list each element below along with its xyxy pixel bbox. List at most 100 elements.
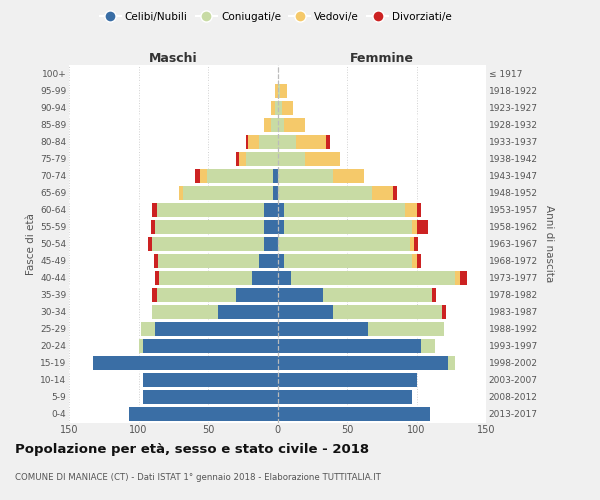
Bar: [143, 339, 277, 353]
Bar: [263, 237, 277, 250]
Bar: [277, 288, 323, 302]
Bar: [277, 390, 412, 404]
Bar: [155, 220, 263, 234]
Bar: [323, 288, 432, 302]
Bar: [274, 186, 277, 200]
Bar: [277, 356, 448, 370]
Bar: [259, 134, 277, 148]
Bar: [277, 202, 284, 216]
Bar: [236, 152, 239, 166]
Bar: [275, 100, 277, 114]
Bar: [421, 339, 434, 353]
Bar: [183, 186, 274, 200]
Bar: [280, 84, 287, 98]
Bar: [284, 254, 412, 268]
Text: Popolazione per età, sesso e stato civile - 2018: Popolazione per età, sesso e stato civil…: [15, 442, 369, 456]
Bar: [296, 134, 326, 148]
Bar: [414, 237, 418, 250]
Bar: [448, 356, 455, 370]
Bar: [152, 237, 263, 250]
Bar: [284, 202, 406, 216]
Bar: [259, 254, 277, 268]
Bar: [271, 100, 275, 114]
Bar: [277, 84, 280, 98]
Bar: [157, 202, 263, 216]
Bar: [155, 271, 160, 285]
Bar: [236, 288, 277, 302]
Text: COMUNE DI MANIACE (CT) - Dati ISTAT 1° gennaio 2018 - Elaborazione TUTTITALIA.IT: COMUNE DI MANIACE (CT) - Dati ISTAT 1° g…: [15, 472, 381, 482]
Bar: [277, 322, 368, 336]
Text: Maschi: Maschi: [149, 52, 197, 65]
Bar: [277, 271, 292, 285]
Bar: [277, 100, 281, 114]
Bar: [412, 254, 416, 268]
Bar: [143, 373, 277, 387]
Bar: [160, 271, 253, 285]
Bar: [284, 118, 305, 132]
Bar: [271, 118, 277, 132]
Bar: [263, 202, 277, 216]
Bar: [455, 271, 460, 285]
Bar: [139, 339, 143, 353]
Y-axis label: Fasce di età: Fasce di età: [26, 213, 36, 274]
Bar: [333, 168, 364, 182]
Bar: [196, 168, 200, 182]
Bar: [143, 390, 277, 404]
Bar: [141, 322, 155, 336]
Bar: [263, 118, 271, 132]
Bar: [239, 152, 245, 166]
Bar: [277, 118, 284, 132]
Bar: [148, 237, 152, 250]
Bar: [406, 202, 416, 216]
Bar: [245, 134, 248, 148]
Bar: [326, 134, 331, 148]
Legend: Celibi/Nubili, Coniugati/e, Vedovi/e, Divorziati/e: Celibi/Nubili, Coniugati/e, Vedovi/e, Di…: [95, 8, 457, 26]
Bar: [157, 288, 236, 302]
Bar: [372, 186, 393, 200]
Bar: [151, 220, 155, 234]
Bar: [154, 254, 158, 268]
Bar: [292, 271, 455, 285]
Bar: [179, 186, 183, 200]
Bar: [129, 407, 277, 421]
Bar: [158, 254, 259, 268]
Bar: [277, 134, 296, 148]
Bar: [277, 373, 416, 387]
Bar: [206, 168, 274, 182]
Bar: [277, 186, 372, 200]
Bar: [277, 305, 333, 319]
Bar: [248, 134, 259, 148]
Bar: [277, 220, 284, 234]
Bar: [277, 237, 410, 250]
Y-axis label: Anni di nascita: Anni di nascita: [544, 205, 554, 282]
Bar: [263, 220, 277, 234]
Text: Femmine: Femmine: [350, 52, 414, 65]
Bar: [277, 339, 421, 353]
Bar: [442, 305, 446, 319]
Bar: [152, 288, 157, 302]
Bar: [416, 254, 421, 268]
Bar: [412, 220, 416, 234]
Bar: [152, 202, 157, 216]
Bar: [277, 168, 333, 182]
Bar: [460, 271, 467, 285]
Bar: [284, 220, 412, 234]
Bar: [92, 356, 277, 370]
Bar: [155, 322, 277, 336]
Bar: [416, 202, 421, 216]
Bar: [277, 407, 430, 421]
Bar: [410, 237, 414, 250]
Bar: [368, 322, 444, 336]
Bar: [253, 271, 277, 285]
Bar: [277, 152, 305, 166]
Bar: [200, 168, 206, 182]
Bar: [281, 100, 293, 114]
Bar: [416, 220, 428, 234]
Bar: [333, 305, 442, 319]
Bar: [245, 152, 277, 166]
Bar: [275, 84, 277, 98]
Bar: [274, 168, 277, 182]
Bar: [277, 254, 284, 268]
Bar: [393, 186, 397, 200]
Bar: [218, 305, 277, 319]
